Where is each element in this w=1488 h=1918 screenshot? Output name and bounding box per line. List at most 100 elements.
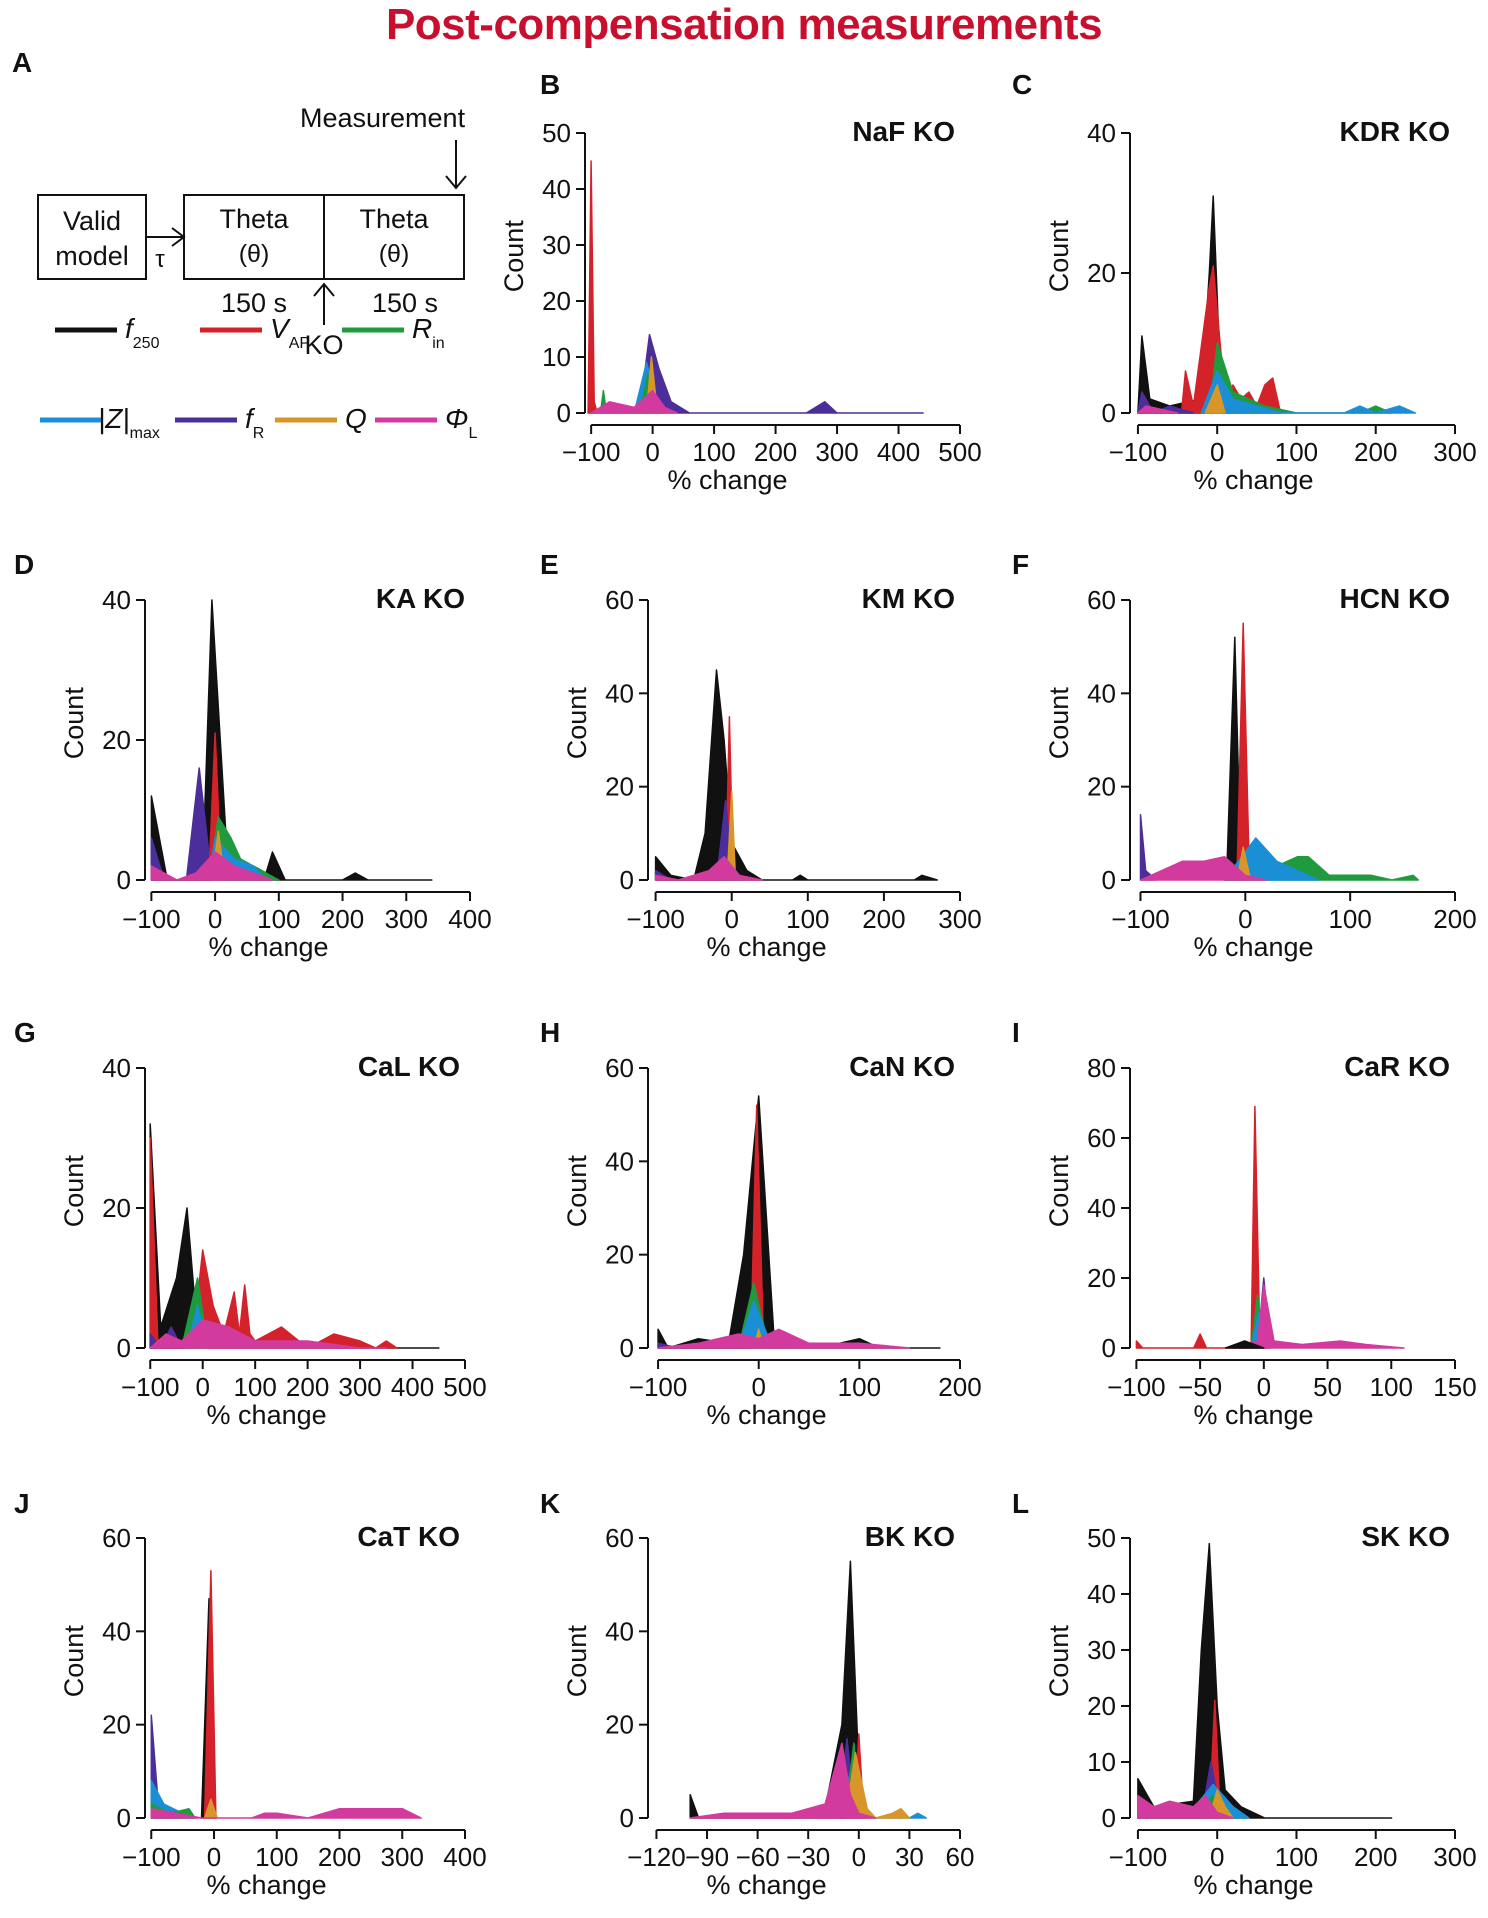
series-ΦL	[1139, 855, 1268, 881]
series-ΦL	[150, 851, 274, 881]
panel-letter: F	[1012, 549, 1029, 580]
panel-letter: H	[540, 1017, 560, 1048]
panel-letter: L	[1012, 1488, 1029, 1519]
panel-title: NaF KO	[852, 116, 955, 147]
y-tick-label: 0	[1102, 1333, 1116, 1363]
y-tick-label: 60	[1087, 585, 1116, 615]
legend-label: Q	[345, 403, 367, 434]
y-tick-label: 0	[1102, 398, 1116, 428]
legend-item-5: Q	[275, 403, 367, 434]
y-tick-label: 40	[102, 1053, 131, 1083]
y-tick-label: 20	[605, 1710, 634, 1740]
y-tick-label: 20	[1087, 1691, 1116, 1721]
panel-title: CaL KO	[358, 1051, 460, 1082]
x-tick-label: 0	[208, 904, 222, 934]
x-tick-label: 200	[862, 904, 905, 934]
x-tick-label: 500	[443, 1372, 486, 1402]
x-tick-label: 100	[1275, 437, 1318, 467]
y-tick-label: 20	[1087, 258, 1116, 288]
x-tick-label: −100	[121, 1372, 180, 1402]
y-tick-label: 0	[1102, 1803, 1116, 1833]
y-tick-label: 20	[102, 1193, 131, 1223]
series-f250	[654, 669, 938, 881]
series-fR	[590, 333, 924, 414]
panel-title: CaR KO	[1344, 1051, 1450, 1082]
y-tick-label: 0	[620, 1803, 634, 1833]
y-axis-label: Count	[562, 1155, 592, 1228]
panel-letter: G	[14, 1017, 36, 1048]
x-tick-label: −90	[685, 1842, 729, 1872]
y-tick-label: 40	[1087, 118, 1116, 148]
ko-arrowhead	[313, 282, 335, 297]
y-tick-label: 40	[1087, 1579, 1116, 1609]
y-axis-label: Count	[562, 1625, 592, 1698]
x-tick-label: 60	[946, 1842, 975, 1872]
x-tick-label: 400	[448, 904, 491, 934]
y-tick-label: 0	[117, 865, 131, 895]
panel-h: H CaN KO 0 20 40 60 −100 0 100 200 % change Count	[540, 1017, 982, 1430]
x-tick-label: 100	[1370, 1372, 1413, 1402]
panel-title: KDR KO	[1340, 116, 1450, 147]
x-axis-label: % change	[1193, 1400, 1313, 1430]
series-ΦL	[657, 1328, 911, 1349]
x-tick-label: −60	[736, 1842, 780, 1872]
y-tick-label: 30	[1087, 1635, 1116, 1665]
x-tick-label: 0	[207, 1842, 221, 1872]
y-tick-label: 0	[117, 1333, 131, 1363]
x-tick-label: −100	[562, 437, 621, 467]
y-axis-label: Count	[59, 1155, 89, 1228]
series-Q	[1204, 384, 1226, 414]
x-tick-label: 300	[815, 437, 858, 467]
duration-2: 150 s	[372, 288, 438, 318]
y-axis-label: Count	[499, 220, 529, 293]
measurement-arrowhead	[445, 175, 467, 190]
x-tick-label: 0	[1238, 904, 1252, 934]
tau-symbol: τ	[155, 246, 165, 273]
x-tick-label: 0	[724, 904, 738, 934]
x-tick-label: −50	[1178, 1372, 1222, 1402]
x-axis-label: % change	[1193, 932, 1313, 962]
x-tick-label: −30	[786, 1842, 830, 1872]
x-tick-label: 0	[645, 437, 659, 467]
y-tick-label: 40	[542, 174, 571, 204]
panel-c: C KDR KO 0 20 40 −100 0 100 200 300 % change Count	[1012, 69, 1477, 495]
y-tick-label: 0	[620, 865, 634, 895]
x-tick-label: 400	[443, 1842, 486, 1872]
panel-title: CaT KO	[357, 1521, 460, 1552]
y-tick-label: 20	[102, 725, 131, 755]
series-VAP	[1135, 1105, 1261, 1349]
series-f250	[1224, 1340, 1265, 1349]
legend: f250 VAP Rin |Z|max fR Q ΦL	[40, 313, 477, 442]
y-tick-label: 0	[620, 1333, 634, 1363]
x-tick-label: 300	[338, 1372, 381, 1402]
series-VAP	[587, 160, 599, 414]
legend-label: f250	[125, 313, 160, 352]
legend-item-6: ΦL	[375, 403, 477, 442]
y-tick-label: 20	[102, 1710, 131, 1740]
x-tick-label: 0	[1210, 1842, 1224, 1872]
y-tick-label: 40	[1087, 678, 1116, 708]
x-tick-label: 300	[381, 1842, 424, 1872]
x-tick-label: −100	[1107, 1372, 1166, 1402]
x-tick-label: 150	[1433, 1372, 1476, 1402]
x-tick-label: 200	[286, 1372, 329, 1402]
y-tick-label: 0	[557, 398, 571, 428]
y-tick-label: 20	[1087, 772, 1116, 802]
series-VAP	[1180, 265, 1282, 414]
legend-item-1: VAP	[200, 313, 310, 352]
series-ΦL	[654, 855, 763, 881]
y-tick-label: 40	[1087, 1193, 1116, 1223]
x-axis-label: % change	[707, 932, 827, 962]
x-tick-label: −100	[629, 1372, 688, 1402]
series-Q	[844, 1751, 911, 1819]
panel-d: D KA KO 0 20 40 −100 0 100 200 300 400 % change Coun…	[14, 549, 492, 962]
y-tick-label: 20	[605, 1240, 634, 1270]
x-axis-label: % change	[1193, 465, 1313, 495]
x-tick-label: 200	[1433, 904, 1476, 934]
panel-title: KA KO	[376, 583, 465, 614]
panel-a-schematic: A Measurement Valid model τ Theta (θ) Th…	[12, 47, 477, 442]
theta-1-symbol: (θ)	[239, 240, 270, 268]
y-tick-label: 60	[102, 1523, 131, 1553]
y-tick-label: 40	[102, 585, 131, 615]
x-tick-label: 100	[257, 904, 300, 934]
